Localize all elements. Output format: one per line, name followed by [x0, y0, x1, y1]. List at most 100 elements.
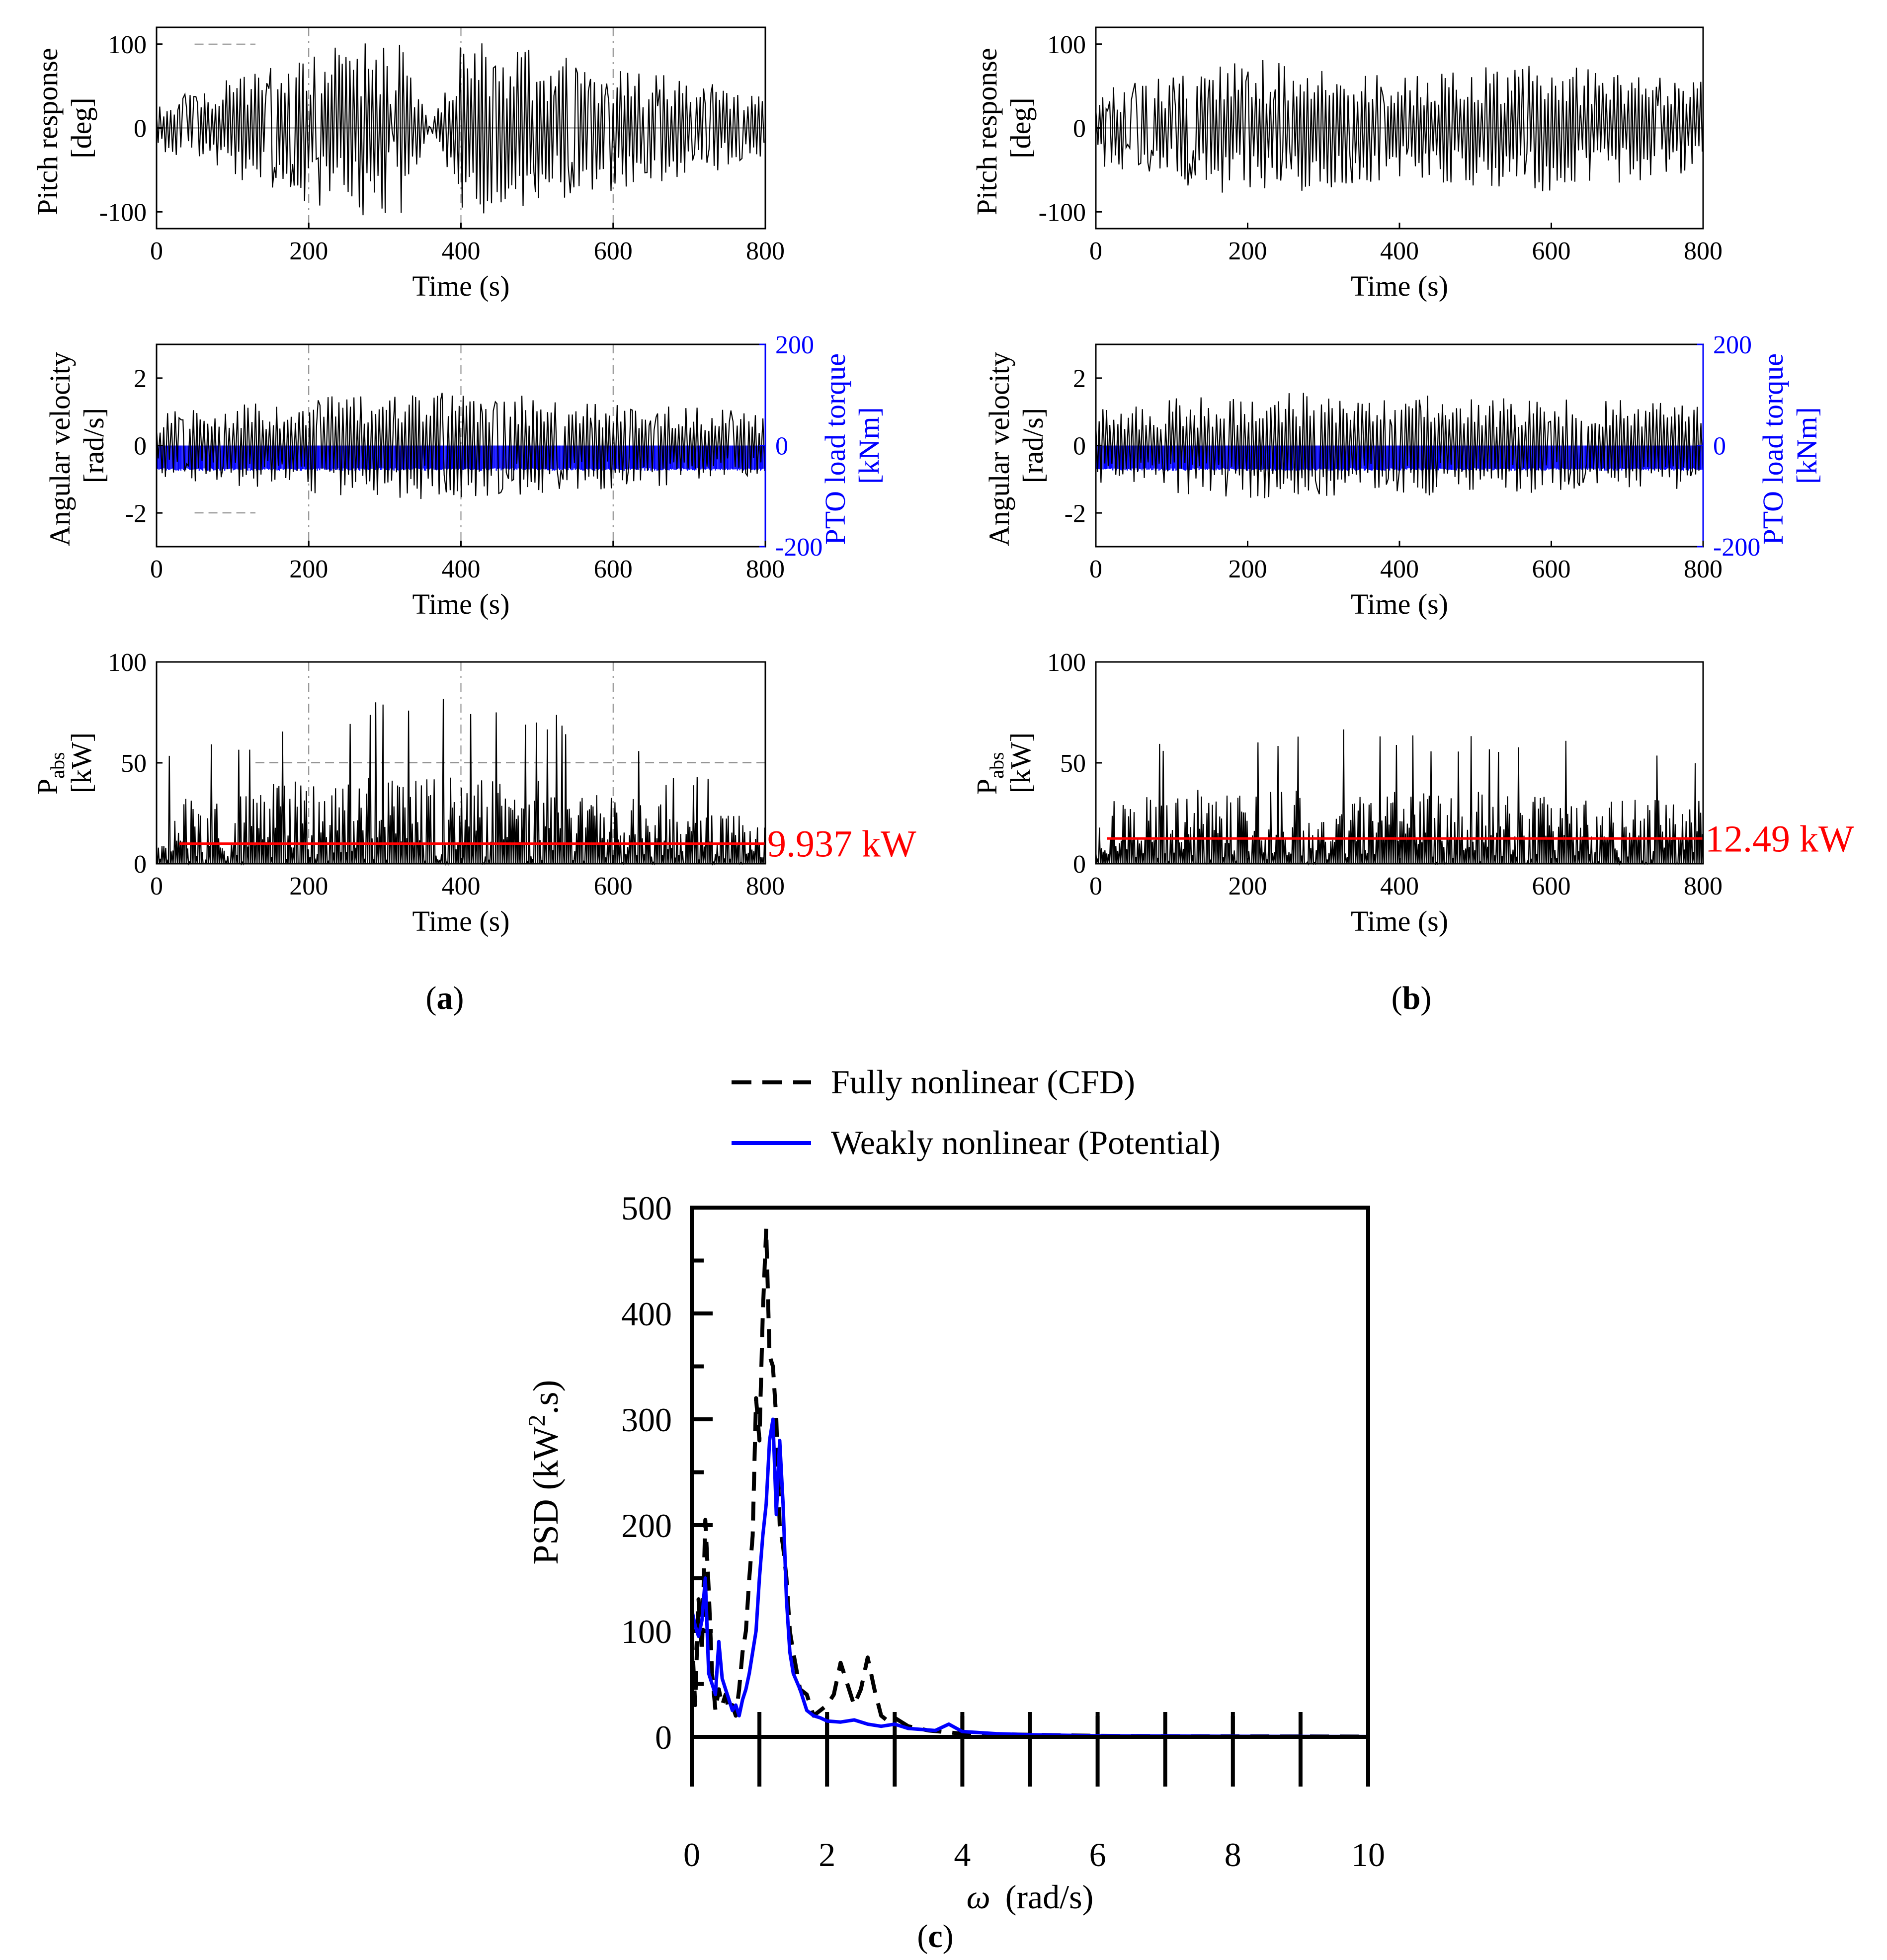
xtick-label-1: 200 [289, 555, 328, 583]
ytick-label-1: 0 [1073, 115, 1086, 143]
xtick-label-1: 200 [289, 872, 328, 900]
xtick-label-1: 200 [1229, 872, 1267, 900]
ytick-label-3: 300 [621, 1401, 672, 1439]
a-velocity-ylabel-line2: [rad/s] [78, 408, 110, 483]
a-velocity-ylabel: Angular velocity [rad/s] [44, 345, 110, 547]
chart-b-power: 0 200 400 600 800 0 50 100 12.49 kW Time (s) Pa… [971, 649, 1854, 937]
xtick-label-4: 800 [1684, 555, 1723, 583]
y2tick-label-2: 200 [775, 331, 814, 359]
ytick-label-2: 100 [108, 649, 147, 677]
a-power-ylabel-main: P [31, 779, 64, 795]
xtick-label-4: 800 [746, 237, 785, 265]
ytick-label-1: 0 [134, 432, 147, 461]
b-velocity-xlabel: Time (s) [1351, 588, 1448, 620]
xtick-label-3: 600 [594, 555, 633, 583]
panel-label-b: (b) [1392, 980, 1432, 1016]
y2tick-label-1: 0 [1713, 432, 1726, 461]
xtick-label-0: 0 [150, 872, 163, 900]
c-legend-cfd-label: Fully nonlinear (CFD) [831, 1063, 1135, 1101]
panel-label-a-letter: a [437, 980, 453, 1016]
y2tick-label-0: -200 [1713, 533, 1760, 562]
ytick-label-1: 50 [1060, 749, 1086, 778]
xtick-label-4: 800 [746, 872, 785, 900]
b-pitch-trace [1095, 60, 1703, 193]
c-psd-ylabel-sup: 2 [524, 1414, 550, 1426]
signal-trace [156, 43, 765, 216]
xtick-label-4: 800 [1684, 872, 1723, 900]
xtick-label-3: 600 [1532, 237, 1571, 265]
xtick-label-2: 400 [442, 237, 481, 265]
xtick-label-2: 400 [1380, 555, 1419, 583]
b-pitch-xlabel: Time (s) [1351, 270, 1448, 302]
xtick-label-3: 600 [1532, 872, 1571, 900]
a-power-ticks: 0 200 400 600 800 0 50 100 [108, 649, 785, 900]
panel-label-c-letter: c [928, 1918, 942, 1955]
panel-label-b-open: ( [1392, 980, 1402, 1016]
b-power-ylabel-unit: [kW] [1004, 733, 1037, 793]
ytick-label-2: 200 [621, 1507, 672, 1545]
b-power-ticks: 0 200 400 600 800 0 50 100 [1047, 649, 1723, 900]
panel-label-a: (a) [426, 980, 464, 1016]
a-velocity-y2label-line2: [kNm] [853, 407, 885, 484]
xtick-label-0: 0 [1089, 872, 1102, 900]
b-velocity-trace [1095, 393, 1704, 498]
ytick-label-0: 0 [655, 1718, 672, 1756]
xtick-label-1: 200 [289, 237, 328, 265]
xtick-label-2: 400 [442, 872, 481, 900]
panel-label-a-open: ( [426, 980, 437, 1016]
b-velocity-ylabel-line1: Angular velocity [983, 352, 1015, 546]
a-pitch-trace [156, 43, 765, 216]
xtick-label-0: 0 [150, 237, 163, 265]
ytick-label-0: -100 [1039, 198, 1086, 227]
ytick-label-0: 0 [1073, 850, 1086, 879]
a-pitch-ylabel-line1: Pitch response [31, 48, 64, 215]
xtick-label-3: 600 [594, 237, 633, 265]
b-pitch-ylabel: Pitch response [deg] [971, 41, 1037, 215]
b-pitch-ylabel-line1: Pitch response [971, 48, 1003, 215]
xtick-label-2: 400 [1380, 237, 1419, 265]
b-pitch-ylabel-line2: [deg] [1004, 97, 1037, 158]
xtick-label-4: 8 [1225, 1836, 1241, 1874]
a-velocity-y2label-line1: PTO load torque [819, 353, 851, 545]
a-pitch-ylabel-line2: [deg] [65, 97, 97, 158]
panel-label-c-close: ) [943, 1918, 954, 1955]
b-velocity-ylabel-line2: [rad/s] [1017, 408, 1049, 483]
ytick-label-2: 2 [134, 365, 147, 393]
chart-c-psd: Fully nonlinear (CFD) Weakly nonlinear (… [524, 1063, 1385, 1916]
a-velocity-xlabel: Time (s) [412, 588, 509, 620]
panel-label-c-open: ( [917, 1918, 928, 1955]
a-pitch-ylabel: Pitch response [deg] [31, 41, 97, 215]
c-psd-ylabel: PSD (kW2.s) [524, 1380, 566, 1564]
xtick-label-1: 2 [819, 1836, 835, 1874]
c-psd-ylabel-tail: .s) [526, 1380, 566, 1414]
a-velocity-trace [156, 393, 765, 499]
c-psd-legend: Fully nonlinear (CFD) Weakly nonlinear (… [732, 1063, 1221, 1161]
y2tick-label-0: -200 [775, 533, 822, 562]
b-velocity-y2label-line2: [kNm] [1791, 407, 1823, 484]
a-power-xlabel: Time (s) [412, 905, 509, 937]
ytick-label-2: 100 [1047, 649, 1086, 677]
b-power-ylabel-sub: abs [985, 752, 1008, 778]
xtick-label-5: 10 [1351, 1836, 1385, 1874]
ytick-label-0: -2 [125, 499, 147, 528]
c-legend-potential-label: Weakly nonlinear (Potential) [831, 1124, 1221, 1161]
c-psd-xlabel-unit: (rad/s) [1005, 1878, 1093, 1916]
xtick-label-2: 400 [442, 555, 481, 583]
a-velocity-grid [194, 344, 614, 547]
c-psd-ylabel-main: PSD (kW [526, 1426, 566, 1564]
xtick-label-0: 0 [1089, 237, 1102, 265]
xtick-label-4: 800 [1684, 237, 1723, 265]
a-velocity-ylabel-line1: Angular velocity [44, 352, 76, 546]
b-velocity-y2label-line1: PTO load torque [1757, 353, 1789, 545]
ytick-label-5: 500 [621, 1189, 672, 1227]
panel-label-a-close: ) [453, 980, 464, 1016]
b-power-xlabel: Time (s) [1351, 905, 1448, 937]
xtick-label-3: 600 [594, 872, 633, 900]
c-psd-xlabel-symbol: ω [967, 1878, 990, 1916]
c-psd-axes-box [690, 1206, 1370, 1739]
